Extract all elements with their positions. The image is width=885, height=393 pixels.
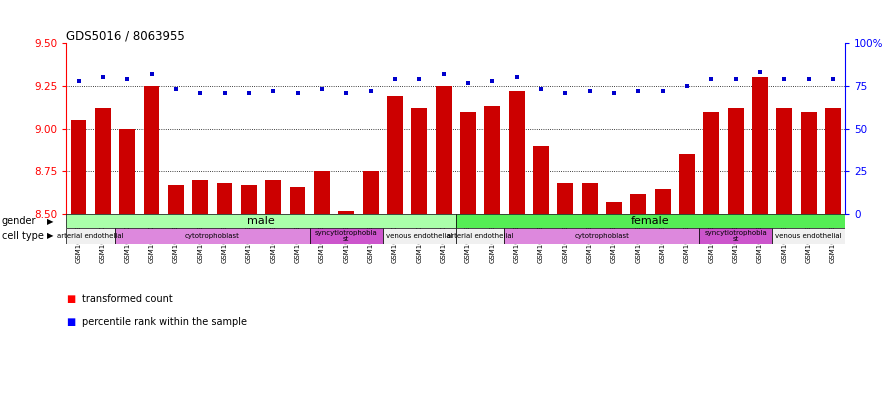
- Bar: [581, 184, 597, 214]
- Point: [534, 86, 548, 92]
- Text: ▶: ▶: [47, 217, 53, 226]
- Bar: [630, 194, 646, 214]
- Point: [485, 78, 499, 84]
- Point: [388, 76, 402, 82]
- Bar: [143, 86, 159, 214]
- Point: [680, 83, 694, 89]
- Bar: [192, 180, 208, 214]
- Bar: [727, 108, 743, 214]
- Point: [169, 86, 183, 92]
- Point: [753, 69, 767, 75]
- Bar: [412, 108, 427, 214]
- Bar: [382, 228, 456, 244]
- Bar: [66, 214, 456, 228]
- Text: cell type: cell type: [2, 231, 43, 241]
- Bar: [115, 228, 310, 244]
- Point: [510, 74, 524, 81]
- Point: [607, 90, 621, 96]
- Text: GDS5016 / 8063955: GDS5016 / 8063955: [66, 29, 185, 42]
- Point: [266, 88, 281, 94]
- Text: syncytiotrophobla
st: syncytiotrophobla st: [704, 230, 767, 242]
- Text: arterial endothelial: arterial endothelial: [447, 233, 513, 239]
- Text: cytotrophoblast: cytotrophoblast: [185, 233, 240, 239]
- Text: venous endothelial: venous endothelial: [775, 233, 842, 239]
- Bar: [558, 184, 573, 214]
- Bar: [71, 120, 87, 214]
- Point: [704, 76, 719, 82]
- Point: [339, 90, 353, 96]
- Bar: [504, 228, 699, 244]
- Point: [436, 71, 450, 77]
- Bar: [772, 228, 845, 244]
- Point: [364, 88, 378, 94]
- Point: [582, 88, 596, 94]
- Point: [144, 71, 158, 77]
- Point: [72, 78, 86, 84]
- Point: [412, 76, 427, 82]
- Bar: [435, 86, 451, 214]
- Text: gender: gender: [2, 216, 36, 226]
- Bar: [314, 171, 330, 214]
- Text: venous endothelial: venous endothelial: [386, 233, 452, 239]
- Text: transformed count: transformed count: [82, 294, 173, 304]
- Bar: [310, 228, 382, 244]
- Point: [777, 76, 791, 82]
- Bar: [241, 185, 257, 214]
- Bar: [119, 129, 135, 214]
- Bar: [387, 96, 403, 214]
- Text: syncytiotrophobla
st: syncytiotrophobla st: [315, 230, 378, 242]
- Bar: [825, 108, 841, 214]
- Bar: [168, 185, 184, 214]
- Bar: [752, 77, 768, 214]
- Point: [315, 86, 329, 92]
- Point: [242, 90, 256, 96]
- Point: [656, 88, 670, 94]
- Bar: [606, 202, 622, 214]
- Bar: [460, 112, 476, 214]
- Bar: [217, 184, 233, 214]
- Bar: [338, 211, 354, 214]
- Bar: [679, 154, 695, 214]
- Bar: [456, 228, 504, 244]
- Point: [461, 79, 475, 86]
- Point: [631, 88, 645, 94]
- Text: arterial endothelial: arterial endothelial: [58, 233, 124, 239]
- Bar: [484, 107, 500, 214]
- Bar: [699, 228, 772, 244]
- Point: [120, 76, 135, 82]
- Point: [193, 90, 207, 96]
- Point: [290, 90, 304, 96]
- Text: cytotrophoblast: cytotrophoblast: [574, 233, 629, 239]
- Bar: [776, 108, 792, 214]
- Point: [728, 76, 743, 82]
- Point: [802, 76, 816, 82]
- Point: [96, 74, 110, 81]
- Bar: [456, 214, 845, 228]
- Bar: [704, 112, 720, 214]
- Text: male: male: [247, 216, 275, 226]
- Bar: [66, 228, 115, 244]
- Point: [826, 76, 840, 82]
- Bar: [95, 108, 111, 214]
- Text: percentile rank within the sample: percentile rank within the sample: [82, 317, 247, 327]
- Bar: [533, 146, 549, 214]
- Text: ■: ■: [66, 317, 75, 327]
- Bar: [363, 171, 379, 214]
- Point: [558, 90, 573, 96]
- Text: ▶: ▶: [47, 231, 53, 241]
- Bar: [655, 189, 671, 214]
- Bar: [289, 187, 305, 214]
- Point: [218, 90, 232, 96]
- Bar: [801, 112, 817, 214]
- Text: ■: ■: [66, 294, 75, 304]
- Bar: [266, 180, 281, 214]
- Text: female: female: [631, 216, 670, 226]
- Bar: [509, 91, 525, 214]
